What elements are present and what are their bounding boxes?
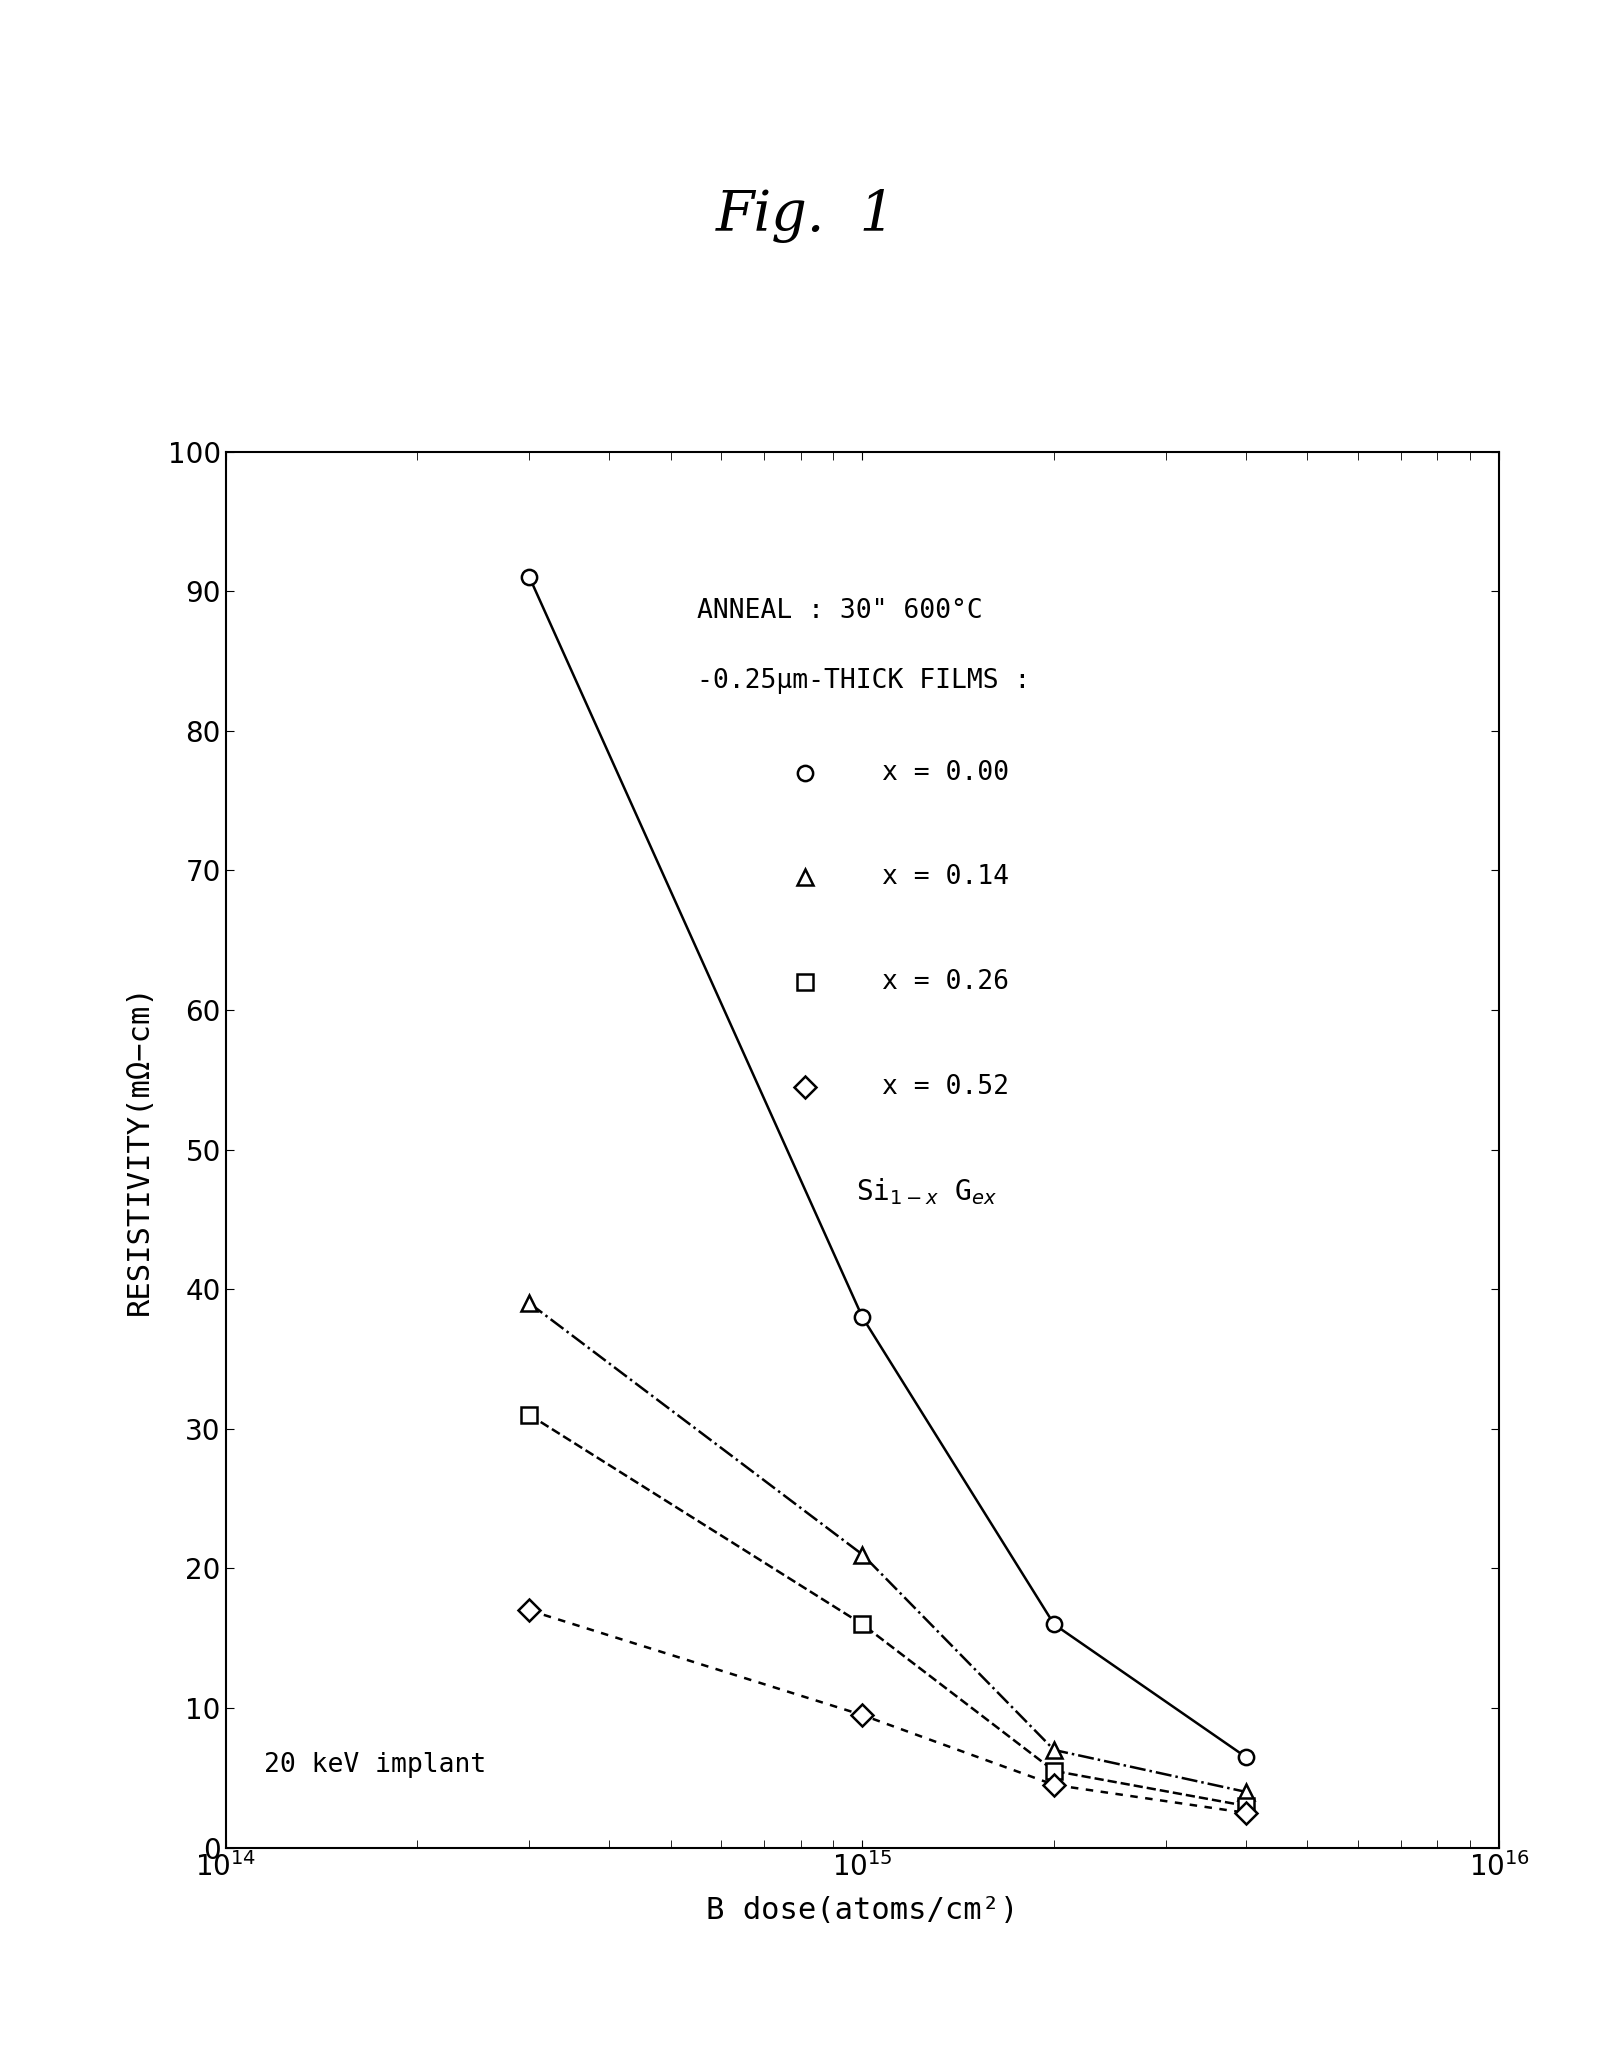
X-axis label: B dose(atoms/cm²): B dose(atoms/cm²) xyxy=(706,1897,1019,1926)
Text: x = 0.52: x = 0.52 xyxy=(882,1074,1009,1100)
Text: -0.25μm-THICK FILMS :: -0.25μm-THICK FILMS : xyxy=(696,667,1030,694)
Y-axis label: RESISTIVITY(mΩ−cm): RESISTIVITY(mΩ−cm) xyxy=(124,983,153,1316)
Text: Fig.  1: Fig. 1 xyxy=(716,189,896,242)
Text: x = 0.26: x = 0.26 xyxy=(882,969,1009,996)
Text: x = 0.14: x = 0.14 xyxy=(882,864,1009,891)
Text: x = 0.00: x = 0.00 xyxy=(882,760,1009,786)
Text: Si$_{1-x}$ G$_{ex}$: Si$_{1-x}$ G$_{ex}$ xyxy=(856,1176,998,1207)
Text: 20 keV implant: 20 keV implant xyxy=(264,1751,487,1778)
Text: ANNEAL : 30" 600°C: ANNEAL : 30" 600°C xyxy=(696,597,983,624)
